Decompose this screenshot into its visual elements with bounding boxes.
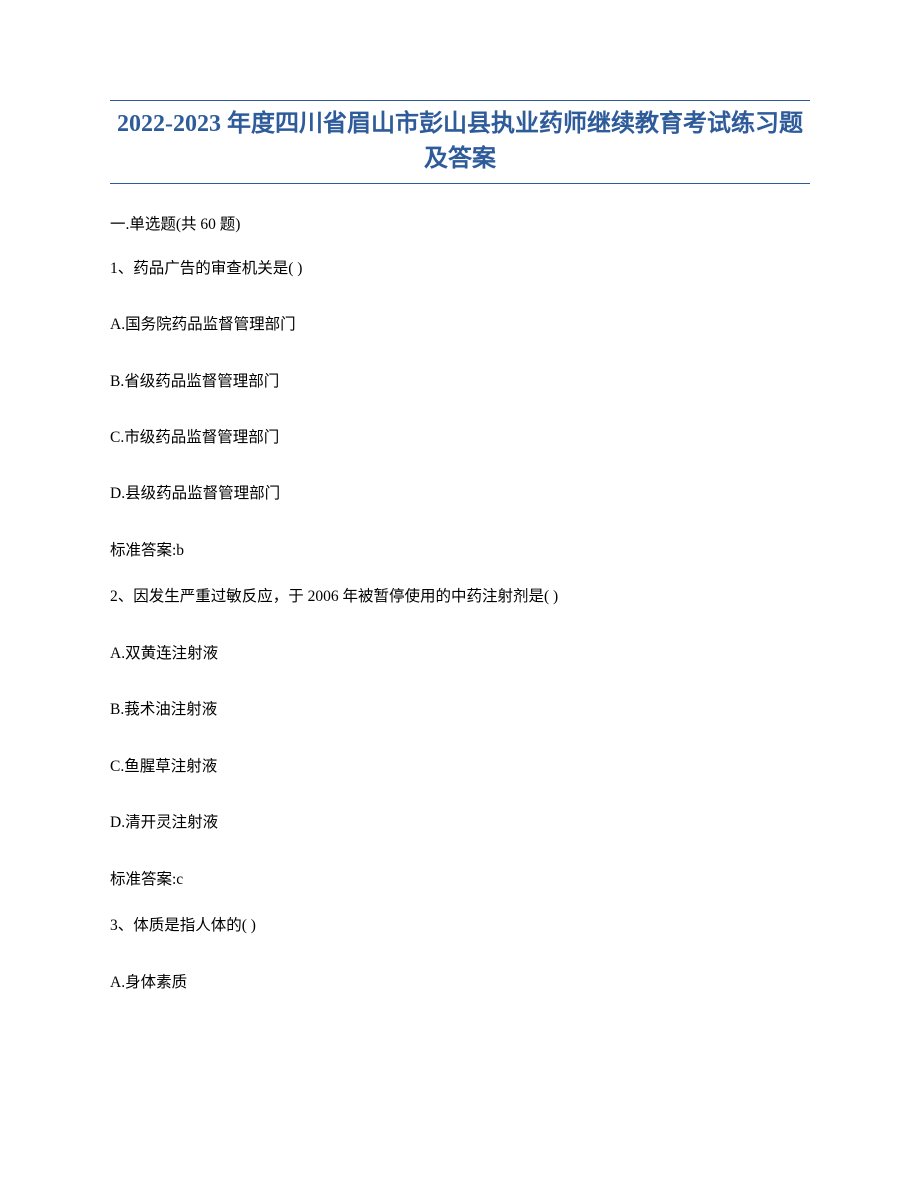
question-option: D.县级药品监督管理部门 — [110, 483, 810, 505]
question-answer: 标准答案:b — [110, 540, 810, 562]
question-option: B.莪术油注射液 — [110, 699, 810, 721]
question-option: C.鱼腥草注射液 — [110, 756, 810, 778]
question-option: D.清开灵注射液 — [110, 812, 810, 834]
question-option: B.省级药品监督管理部门 — [110, 371, 810, 393]
document-title-block: 2022-2023 年度四川省眉山市彭山县执业药师继续教育考试练习题及答案 — [110, 100, 810, 184]
question-option: A.国务院药品监督管理部门 — [110, 314, 810, 336]
question-option: C.市级药品监督管理部门 — [110, 427, 810, 449]
question-stem: 2、因发生严重过敏反应，于 2006 年被暂停使用的中药注射剂是( ) — [110, 586, 810, 608]
question-answer: 标准答案:c — [110, 869, 810, 891]
question-stem: 1、药品广告的审查机关是( ) — [110, 258, 810, 280]
document-title: 2022-2023 年度四川省眉山市彭山县执业药师继续教育考试练习题及答案 — [110, 107, 810, 177]
question-option: A.双黄连注射液 — [110, 643, 810, 665]
question-option: A.身体素质 — [110, 972, 810, 994]
question-stem: 3、体质是指人体的( ) — [110, 915, 810, 937]
section-header: 一.单选题(共 60 题) — [110, 212, 810, 234]
